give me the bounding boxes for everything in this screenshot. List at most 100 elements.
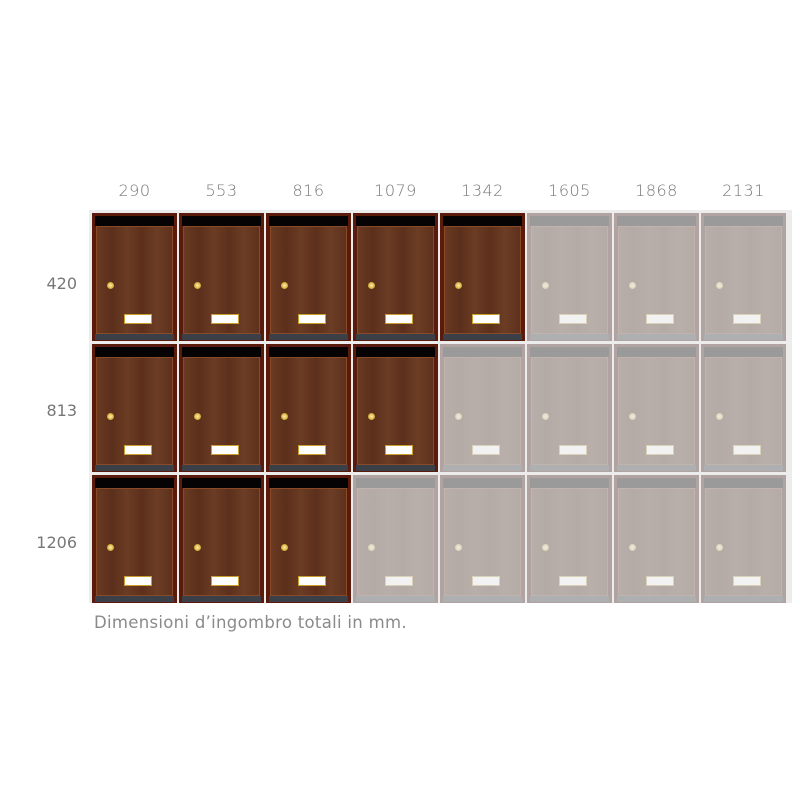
nameplate — [472, 576, 500, 586]
mailbox — [440, 475, 525, 603]
mailbox — [701, 344, 786, 472]
lock-icon — [368, 413, 375, 420]
mailbox-base — [269, 334, 348, 340]
mailbox-base — [704, 596, 783, 602]
mailbox-door — [705, 357, 782, 465]
lock-icon — [107, 544, 114, 551]
mailbox-door — [183, 226, 260, 334]
mail-slot — [95, 478, 174, 488]
mailbox-base — [443, 465, 522, 471]
mailbox-base — [95, 334, 174, 340]
mailbox-grid — [89, 210, 792, 603]
row-height-label: 813 — [46, 401, 77, 420]
column-width-label: 816 — [292, 181, 325, 200]
mail-slot — [704, 216, 783, 226]
mailbox-base — [704, 334, 783, 340]
mailbox-base — [182, 465, 261, 471]
mailbox-door — [531, 226, 608, 334]
nameplate — [733, 445, 761, 455]
nameplate — [733, 576, 761, 586]
mailbox-door — [705, 488, 782, 596]
mailbox-base — [356, 465, 435, 471]
mailbox-door — [444, 357, 521, 465]
lock-icon — [107, 413, 114, 420]
mailbox-base — [443, 334, 522, 340]
lock-icon — [455, 413, 462, 420]
mailbox-door — [618, 226, 695, 334]
mail-slot — [530, 216, 609, 226]
mail-slot — [356, 478, 435, 488]
mailbox — [614, 475, 699, 603]
column-width-label: 1605 — [548, 181, 591, 200]
nameplate — [385, 576, 413, 586]
nameplate — [298, 445, 326, 455]
nameplate — [559, 314, 587, 324]
mailbox — [527, 213, 612, 341]
mailbox-base — [269, 596, 348, 602]
lock-icon — [542, 413, 549, 420]
mail-slot — [617, 478, 696, 488]
lock-icon — [281, 544, 288, 551]
mail-slot — [617, 216, 696, 226]
lock-icon — [107, 282, 114, 289]
lock-icon — [629, 282, 636, 289]
mailbox — [353, 344, 438, 472]
nameplate — [646, 576, 674, 586]
mailbox-door — [618, 488, 695, 596]
lock-icon — [281, 413, 288, 420]
mailbox-door — [183, 357, 260, 465]
mail-slot — [356, 216, 435, 226]
mailbox — [92, 475, 177, 603]
lock-icon — [542, 544, 549, 551]
mailbox — [440, 213, 525, 341]
mailbox — [440, 344, 525, 472]
mailbox — [614, 344, 699, 472]
lock-icon — [629, 544, 636, 551]
mailbox-door — [618, 357, 695, 465]
mailbox — [92, 344, 177, 472]
mail-slot — [704, 347, 783, 357]
mail-slot — [269, 478, 348, 488]
column-width-label: 1342 — [461, 181, 504, 200]
mailbox-door — [357, 488, 434, 596]
lock-icon — [716, 413, 723, 420]
mailbox-door — [357, 357, 434, 465]
lock-icon — [281, 282, 288, 289]
mailbox-base — [617, 465, 696, 471]
mailbox-base — [95, 596, 174, 602]
lock-icon — [368, 544, 375, 551]
mailbox-base — [356, 334, 435, 340]
mail-slot — [530, 347, 609, 357]
mailbox-door — [444, 226, 521, 334]
mailbox — [353, 213, 438, 341]
mail-slot — [443, 478, 522, 488]
mailbox — [614, 213, 699, 341]
mailbox — [179, 213, 264, 341]
lock-icon — [542, 282, 549, 289]
nameplate — [124, 314, 152, 324]
mailbox-base — [530, 596, 609, 602]
lock-icon — [194, 413, 201, 420]
nameplate — [298, 314, 326, 324]
column-width-label: 553 — [205, 181, 238, 200]
mailbox-door — [96, 226, 173, 334]
mailbox-base — [269, 465, 348, 471]
mailbox-door — [96, 357, 173, 465]
lock-icon — [455, 282, 462, 289]
row-height-label: 1206 — [36, 533, 77, 552]
mailbox — [527, 475, 612, 603]
nameplate — [211, 314, 239, 324]
lock-icon — [629, 413, 636, 420]
nameplate — [472, 314, 500, 324]
nameplate — [733, 314, 761, 324]
nameplate — [298, 576, 326, 586]
mailbox — [527, 344, 612, 472]
lock-icon — [455, 544, 462, 551]
column-width-label: 2131 — [722, 181, 765, 200]
nameplate — [559, 445, 587, 455]
mailbox-base — [617, 596, 696, 602]
mail-slot — [269, 216, 348, 226]
mail-slot — [443, 347, 522, 357]
nameplate — [211, 445, 239, 455]
mailbox — [701, 475, 786, 603]
